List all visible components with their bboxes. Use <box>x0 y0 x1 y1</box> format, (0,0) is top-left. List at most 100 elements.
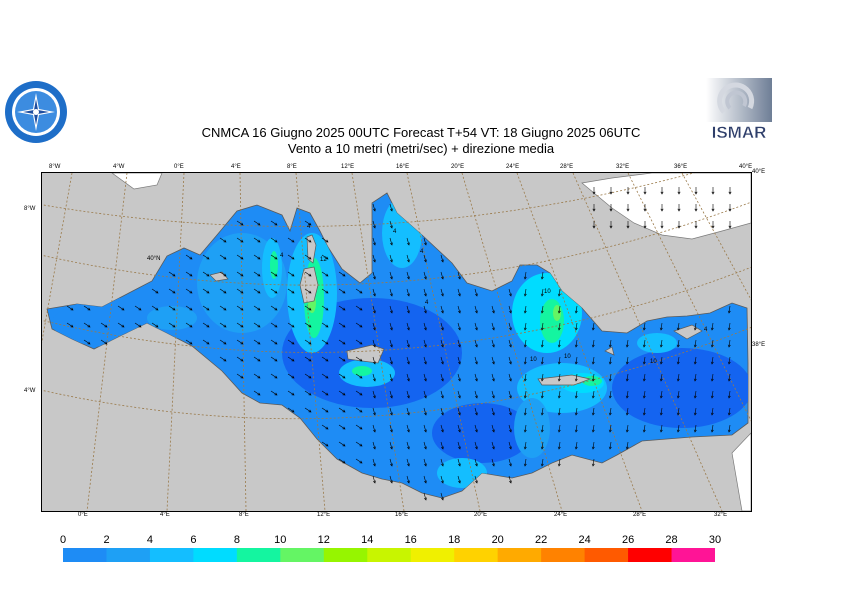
wind-arrow <box>372 288 376 297</box>
wind-arrow <box>219 237 227 243</box>
wind-arrow <box>253 254 261 260</box>
wind-arrow <box>287 390 295 396</box>
wind-arrow <box>491 458 495 467</box>
wind-arrow <box>202 288 210 294</box>
wind-arrow <box>642 356 646 365</box>
ismar-logo: ISMAR <box>706 78 772 142</box>
wind-arrow <box>557 356 561 365</box>
wind-arrow <box>591 424 595 433</box>
wind-arrow <box>592 187 596 195</box>
wind-arrow <box>625 390 629 399</box>
wind-arrow <box>727 390 731 399</box>
wind-arrow <box>304 237 312 243</box>
wind-arrow <box>728 204 732 212</box>
wind-arrow <box>625 407 629 416</box>
wind-arrow <box>185 339 193 345</box>
colorbar-label: 8 <box>233 534 240 546</box>
wind-arrow <box>540 271 544 280</box>
wind-arrow <box>270 390 278 396</box>
wind-arrow <box>372 203 376 212</box>
contour-label: 10 <box>564 354 571 360</box>
wind-arrow <box>659 424 663 433</box>
colorbar-label: 16 <box>404 534 417 546</box>
wind-arrow <box>474 373 478 382</box>
wind-arrow <box>219 288 227 294</box>
wind-arrow <box>168 305 176 311</box>
wind-arrow <box>389 254 393 263</box>
wind-arrow <box>457 424 461 433</box>
wind-arrow <box>389 458 393 467</box>
wind-arrow <box>134 305 142 311</box>
wind-arrow <box>626 204 630 212</box>
wind-arrow <box>253 271 261 277</box>
wind-arrow <box>423 322 427 331</box>
wind-arrow <box>557 322 561 331</box>
wind-arrow <box>642 407 646 416</box>
wind-arrow <box>389 220 393 229</box>
wind-arrow <box>591 322 595 331</box>
top-tick: 32°E <box>616 164 630 170</box>
wind-arrow <box>321 390 329 396</box>
wind-arrow <box>270 322 278 328</box>
wind-arrow <box>540 322 544 331</box>
wind-arrow <box>676 390 680 399</box>
wind-arrow <box>574 305 578 314</box>
wind-arrow <box>287 237 295 243</box>
wind-arrow <box>625 424 629 433</box>
wind-arrow <box>523 356 527 365</box>
contour-label: 4 <box>280 253 284 259</box>
wind-arrow <box>508 458 512 467</box>
wind-arrow <box>727 373 731 382</box>
wind-arrow <box>727 305 731 314</box>
wind-arrow <box>523 390 527 399</box>
wind-arrow <box>100 339 108 345</box>
wind-arrow <box>406 424 410 433</box>
island-sardinia <box>299 266 319 304</box>
wind-arrow <box>372 356 376 365</box>
colorbar-label: 28 <box>665 534 678 546</box>
wind-arrow <box>389 475 393 484</box>
wind-arrow <box>338 305 346 311</box>
wind-arrow <box>727 322 731 331</box>
wind-arrow <box>491 441 495 450</box>
wind-arrow <box>287 339 295 345</box>
wind-arrow <box>727 424 731 433</box>
wind-arrow <box>321 373 329 379</box>
wind-arrow <box>66 305 74 311</box>
wind-arrow <box>423 373 427 382</box>
top-tick: 20°E <box>451 164 465 170</box>
wind-arrow <box>389 373 393 382</box>
top-tick: 36°E <box>674 164 688 170</box>
wind-arrow <box>338 373 346 379</box>
wind-arrow <box>728 221 732 229</box>
wind-arrow <box>643 204 647 212</box>
wind-arrow <box>151 322 159 328</box>
wind-arrow <box>625 373 629 382</box>
wind-arrow <box>389 441 393 450</box>
wind-arrow <box>372 390 376 399</box>
right-tick: 40°E <box>752 169 766 175</box>
wind-arrow <box>185 305 193 311</box>
wind-arrow <box>574 356 578 365</box>
wind-arrow <box>474 288 478 297</box>
wind-arrow <box>253 237 261 243</box>
wind-arrow <box>523 373 527 382</box>
colorbar-label: 4 <box>146 534 153 546</box>
wind-arrow <box>253 373 261 379</box>
wind-arrow <box>406 305 410 314</box>
wind-arrow <box>321 441 329 447</box>
wind-arrow <box>660 204 664 212</box>
wind-arrow <box>609 187 613 195</box>
wind-arrow <box>355 407 363 413</box>
wind-arrow <box>523 458 527 467</box>
wind-arrow <box>540 305 544 314</box>
wind-arrow <box>574 373 578 382</box>
wind-arrow <box>557 424 561 433</box>
wind-arrow <box>372 407 376 416</box>
wind-arrow <box>592 221 596 229</box>
map-title: CNMCA 16 Giugno 2025 00UTC Forecast T+54… <box>201 125 641 140</box>
wind-arrow <box>642 322 646 331</box>
wind-arrow <box>523 271 527 280</box>
colorbar-label: 6 <box>190 534 197 546</box>
wind-arrow <box>457 271 461 280</box>
